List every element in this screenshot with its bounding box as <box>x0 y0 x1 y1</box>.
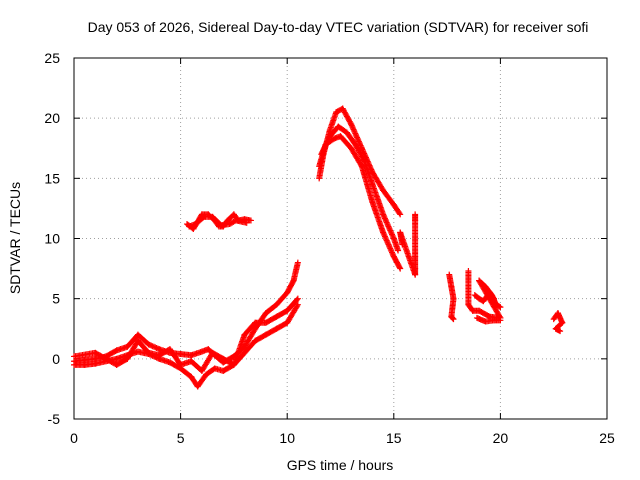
data-points <box>71 105 566 390</box>
data-point <box>294 259 301 266</box>
data-point <box>360 155 367 162</box>
data-point <box>450 316 457 323</box>
data-point <box>491 295 498 302</box>
data-point <box>497 317 504 324</box>
data-point <box>152 344 159 351</box>
data-point <box>497 304 504 311</box>
y-tick-label: 20 <box>44 110 60 126</box>
chart-title: Day 053 of 2026, Sidereal Day-to-day VTE… <box>88 19 589 35</box>
y-tick-label: 5 <box>52 291 60 307</box>
axis-ticks: 0 5 10 15 20 25 -5 0 5 10 15 20 25 <box>44 50 615 446</box>
data-point <box>247 217 254 224</box>
data-point <box>358 162 365 169</box>
x-tick-label: 15 <box>386 430 402 446</box>
x-tick-label: 0 <box>70 430 78 446</box>
data-point <box>153 345 160 352</box>
data-point <box>146 341 153 348</box>
x-tick-label: 20 <box>493 430 509 446</box>
data-point <box>243 219 250 226</box>
data-point <box>397 211 404 218</box>
x-tick-label: 10 <box>279 430 295 446</box>
data-point <box>395 247 402 254</box>
data-point <box>150 343 157 350</box>
data-point <box>148 342 155 349</box>
data-point <box>347 119 354 126</box>
data-point <box>145 341 152 348</box>
data-point <box>397 265 404 272</box>
y-axis-label: SDTVAR / TECUs <box>7 182 23 294</box>
data-point <box>556 327 563 334</box>
data-point <box>396 264 403 271</box>
data-point <box>294 295 301 302</box>
data-point <box>496 303 503 310</box>
data-point <box>149 343 156 350</box>
y-tick-label: -5 <box>48 411 61 427</box>
data-point <box>399 241 406 248</box>
data-point <box>557 328 564 335</box>
y-tick-label: 25 <box>44 50 60 66</box>
y-tick-label: 15 <box>44 170 60 186</box>
data-point <box>293 296 300 303</box>
x-tick-label: 25 <box>599 430 615 446</box>
data-point <box>294 302 301 309</box>
data-point <box>154 345 161 352</box>
data-point <box>396 210 403 217</box>
y-tick-label: 10 <box>44 231 60 247</box>
x-axis-label: GPS time / hours <box>287 457 394 473</box>
data-point <box>490 294 497 301</box>
x-tick-label: 5 <box>177 430 185 446</box>
y-tick-label: 0 <box>52 351 60 367</box>
data-point <box>449 315 456 322</box>
